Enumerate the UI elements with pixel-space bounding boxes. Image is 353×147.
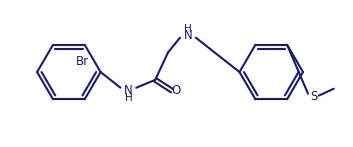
Text: N: N [124, 84, 133, 97]
Text: H: H [184, 24, 192, 34]
Text: O: O [171, 84, 181, 97]
Text: S: S [310, 90, 318, 103]
Text: N: N [184, 29, 192, 42]
Text: H: H [125, 93, 132, 103]
Text: Br: Br [76, 55, 89, 68]
